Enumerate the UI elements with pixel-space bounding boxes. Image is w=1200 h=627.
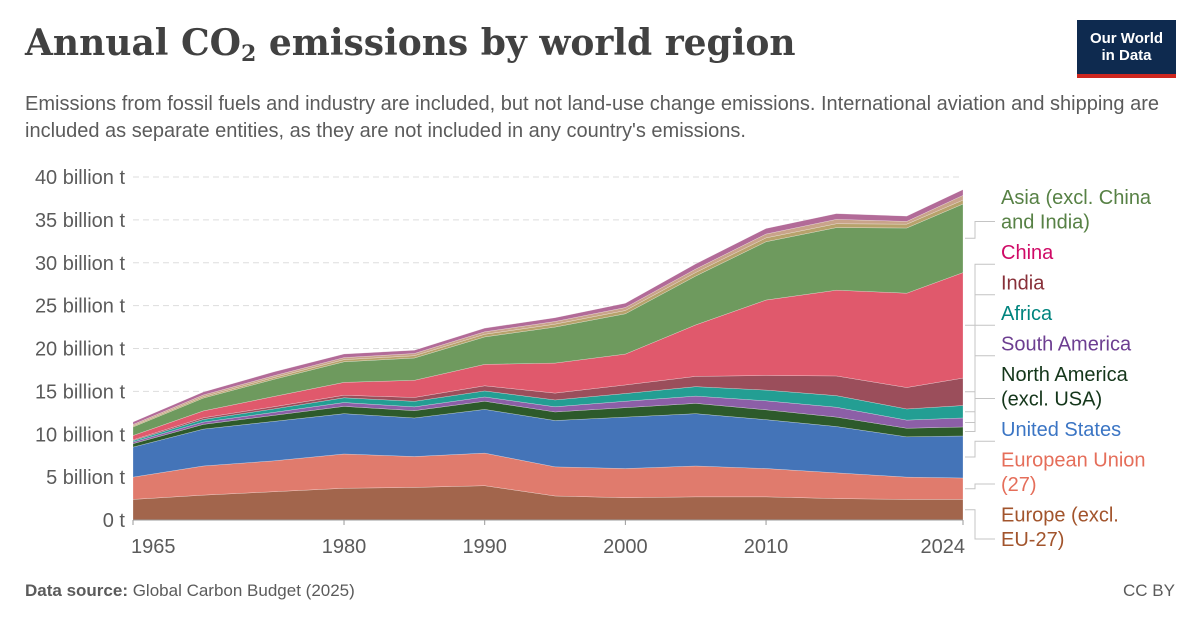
legend-label-north-america-excl-usa[interactable]: (excl. USA)	[1001, 389, 1102, 411]
x-tick-label: 1965	[131, 536, 176, 558]
chart-title: Annual CO2 emissions by world region	[25, 22, 796, 67]
legend-label-africa[interactable]: Africa	[1001, 303, 1053, 325]
y-tick-label: 20 billion t	[35, 339, 126, 361]
x-tick-label: 2010	[744, 536, 789, 558]
legend-label-asia-excl-china-and-india[interactable]: and India)	[1001, 212, 1090, 234]
legend-label-china[interactable]: China	[1001, 242, 1054, 264]
y-tick-label: 15 billion t	[35, 381, 126, 403]
legend-label-south-america[interactable]: South America	[1001, 334, 1132, 356]
y-tick-label: 10 billion t	[35, 424, 126, 446]
owid-logo[interactable]: Our World in Data	[1077, 20, 1176, 78]
legend-connector	[965, 221, 995, 239]
legend-connector	[965, 294, 995, 393]
y-axis: 0 t 5 billion t 10 billion t 15 billion t 20…	[35, 167, 126, 532]
legend-label-europe-excl-eu-27[interactable]: Europe (excl.	[1001, 505, 1119, 527]
legend-connector	[965, 398, 995, 432]
chart-subtitle: Emissions from fossil fuels and industry…	[25, 93, 1159, 142]
area-international-shipping[interactable]	[132, 189, 964, 425]
logo-line-2: in Data	[1101, 47, 1152, 64]
y-tick-label: 30 billion t	[35, 253, 126, 275]
logo-line-1: Our World	[1089, 30, 1164, 47]
data-source-value: Global Carbon Budget (2025)	[127, 581, 355, 600]
x-tick-label: 1990	[462, 536, 507, 558]
x-axis: 1965 1980 1990 2000 2010 2024	[131, 519, 966, 558]
area-series	[132, 189, 964, 521]
license-link[interactable]: CC BY	[1123, 581, 1175, 600]
legend-label-european-union-27[interactable]: European Union	[1001, 450, 1146, 472]
x-tick-label: 2024	[921, 536, 966, 558]
legend-label-india[interactable]: India	[1001, 273, 1045, 295]
legend-label-north-america-excl-usa[interactable]: North America	[1001, 364, 1129, 386]
y-tick-label: 25 billion t	[35, 296, 126, 318]
y-tick-label: 35 billion t	[35, 210, 126, 232]
legend-connector	[965, 483, 995, 490]
y-tick-label: 5 billion t	[46, 467, 125, 489]
legend-connector	[965, 509, 995, 540]
legend-label-europe-excl-eu-27[interactable]: EU-27)	[1001, 529, 1064, 551]
legend-label-asia-excl-china-and-india[interactable]: Asia (excl. China	[1001, 187, 1152, 209]
legend-label-european-union-27[interactable]: (27)	[1001, 474, 1037, 496]
legend-label-united-states[interactable]: United States	[1001, 419, 1121, 441]
x-tick-label: 1980	[322, 536, 367, 558]
data-source-label: Data source:	[25, 581, 128, 600]
data-source: Data source: Global Carbon Budget (2025)	[25, 581, 355, 601]
y-tick-label: 0 t	[103, 510, 126, 532]
y-tick-label: 40 billion t	[35, 167, 126, 189]
legend-connector	[965, 440, 995, 458]
legend-connector	[965, 355, 995, 423]
x-tick-label: 2000	[603, 536, 648, 558]
legend: Asia (excl. China and India) China India Afr…	[965, 187, 1152, 551]
